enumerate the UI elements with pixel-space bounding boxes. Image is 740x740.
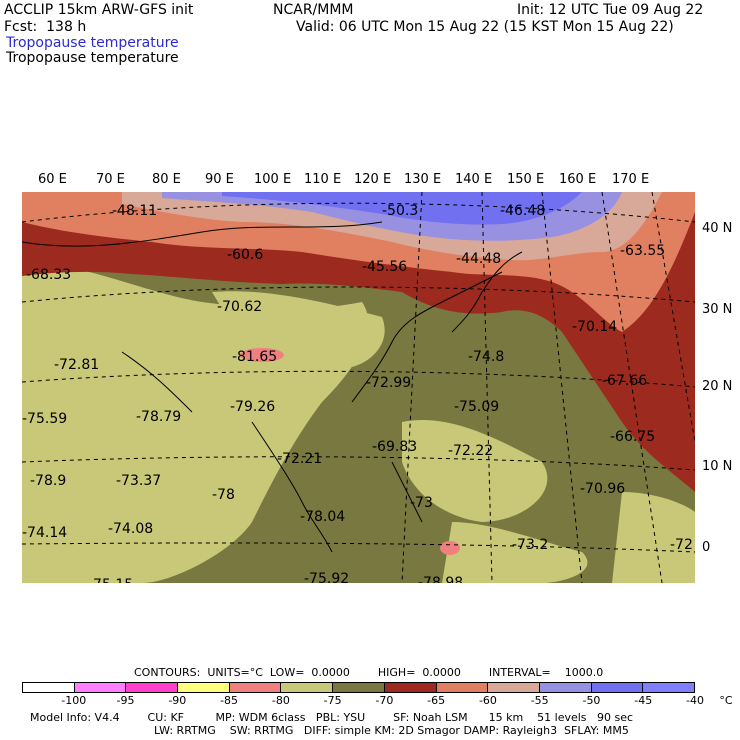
value-label: -78.98: [418, 575, 464, 583]
value-label: -73.37: [116, 473, 162, 489]
value-label: -78.9: [30, 473, 67, 489]
value-label: -75.15: [88, 578, 133, 583]
field-label-2: Tropopause temperature: [6, 50, 179, 66]
value-label: -74.08: [108, 521, 154, 537]
value-label: -69.83: [372, 439, 418, 455]
init-time: Init: 12 UTC Tue 09 Aug 22: [517, 2, 704, 18]
value-label: -73.2: [512, 537, 549, 553]
longitude-label: 140 E: [455, 172, 493, 187]
map-panel: -48.11 -50.3 -46.48 -60.6 -45.56 -44.48 -63.55…: [22, 192, 695, 583]
value-label: -72.99: [366, 375, 412, 391]
colorbar-swatch: [281, 683, 334, 692]
value-label: -78.79: [136, 409, 182, 425]
colorbar-tick: -95: [116, 694, 135, 707]
colorbar-tick: °C: [719, 694, 733, 707]
colorbar-tick: -55: [530, 694, 549, 707]
longitude-label: 100 E: [254, 172, 292, 187]
org-label: NCAR/MMM: [273, 2, 354, 18]
value-label: -72.22: [448, 443, 494, 459]
value-label: -72.81: [54, 357, 100, 373]
colorbar-swatch: [539, 683, 592, 692]
valid-time: Valid: 06 UTC Mon 15 Aug 22 (15 KST Mon …: [296, 19, 674, 35]
colorbar-swatch: [23, 683, 75, 692]
longitude-label: 160 E: [559, 172, 597, 187]
longitude-label: 130 E: [404, 172, 442, 187]
value-label: -75.09: [454, 399, 500, 415]
longitude-label: 150 E: [507, 172, 545, 187]
colorbar-swatch: [178, 683, 230, 692]
value-label: -66.75: [610, 429, 656, 445]
value-label: -70.14: [572, 319, 618, 335]
longitude-label: 110 E: [304, 172, 342, 187]
longitude-label: 60 E: [38, 172, 67, 187]
model-info-line1: Model Info: V4.4 CU: KF MP: WDM 6class P…: [30, 711, 634, 724]
colorbar-tick: -85: [220, 694, 239, 707]
colorbar-tick: -60: [478, 694, 497, 707]
value-label: -70.62: [217, 299, 263, 315]
value-label: -63.55: [620, 243, 666, 259]
colorbar-swatch: [643, 683, 694, 692]
colorbar-swatch: [488, 683, 540, 692]
model-title: ACCLIP 15km ARW-GFS init: [4, 2, 194, 18]
value-label: -72: [670, 537, 693, 553]
contours-info: CONTOURS: UNITS=°C LOW= 0.0000 HIGH= 0.0…: [134, 666, 604, 679]
colorbar-swatch: [126, 683, 179, 692]
value-label: -60.6: [227, 247, 264, 263]
colorbar-tick: -50: [582, 694, 601, 707]
colorbar-tick: -65: [427, 694, 446, 707]
field-label-1: Tropopause temperature: [6, 35, 179, 51]
colorbar-tick: -40: [686, 694, 704, 707]
longitude-label: 170 E: [612, 172, 650, 187]
colorbar-tick: -75: [323, 694, 342, 707]
forecast-hour: Fcst: 138 h: [4, 19, 87, 35]
longitude-label: 120 E: [354, 172, 392, 187]
longitude-label: 90 E: [205, 172, 234, 187]
colorbar-swatch: [384, 683, 437, 692]
value-label: -70.96: [580, 481, 626, 497]
latitude-label: 30 N: [702, 302, 733, 317]
colorbar-swatch: [74, 683, 127, 692]
value-label: -50.3: [382, 203, 419, 219]
value-label: -68.33: [26, 267, 72, 283]
value-label: -72.21: [277, 451, 323, 467]
colorbar-swatch: [229, 683, 282, 692]
value-label: -75.59: [22, 411, 68, 427]
longitude-label: 70 E: [96, 172, 125, 187]
value-label: -75.92: [304, 571, 350, 583]
value-label: -45.56: [362, 259, 408, 275]
value-label: -74.8: [468, 349, 505, 365]
value-label: -79.26: [230, 399, 276, 415]
colorbar-swatch: [436, 683, 489, 692]
map-canvas: [22, 192, 695, 583]
value-label: -81.65: [232, 349, 278, 365]
colorbar-tick: -45: [634, 694, 653, 707]
value-label: -44.48: [456, 251, 502, 267]
value-label: -46.48: [500, 203, 546, 219]
model-info-line2: LW: RRTMG SW: RRTMG DIFF: simple KM: 2D …: [154, 724, 629, 737]
value-label: -78: [212, 487, 235, 503]
colorbar-swatch: [591, 683, 644, 692]
value-label: -73: [410, 495, 433, 511]
latitude-label: 20 N: [702, 379, 733, 394]
latitude-label: 10 N: [702, 459, 733, 474]
colorbar-swatch: [333, 683, 385, 692]
colorbar-tick: -70: [375, 694, 394, 707]
value-label: -74.14: [22, 525, 68, 541]
colorbar-tick: -90: [168, 694, 187, 707]
value-label: -67.66: [602, 373, 648, 389]
value-label: -78.04: [300, 509, 346, 525]
value-label: -48.11: [112, 203, 158, 219]
color-bar: [22, 682, 695, 693]
latitude-label: 40 N: [702, 221, 733, 236]
colorbar-tick: -100: [61, 694, 87, 707]
colorbar-tick: -80: [271, 694, 290, 707]
latitude-label: 0: [702, 540, 711, 555]
longitude-label: 80 E: [152, 172, 181, 187]
